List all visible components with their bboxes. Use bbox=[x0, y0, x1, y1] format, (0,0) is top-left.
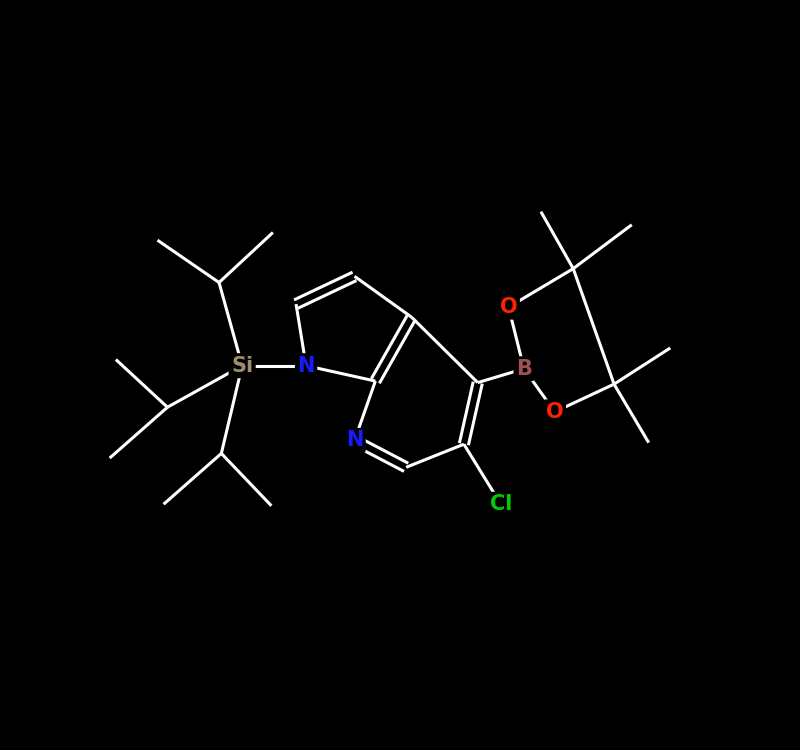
Text: O: O bbox=[546, 402, 563, 422]
Text: Cl: Cl bbox=[490, 494, 512, 514]
Text: Si: Si bbox=[231, 356, 254, 376]
Text: N: N bbox=[346, 430, 363, 450]
Text: O: O bbox=[500, 297, 518, 317]
Text: N: N bbox=[298, 356, 314, 376]
Text: B: B bbox=[516, 358, 532, 379]
